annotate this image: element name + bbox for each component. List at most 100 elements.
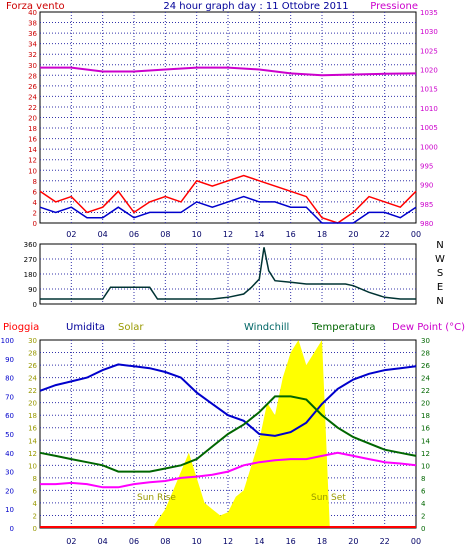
- pressure-axis-label: Pressione: [370, 1, 418, 12]
- wind-y-tick: 16: [28, 136, 37, 144]
- temperature-y-tick: 2: [421, 512, 425, 520]
- wind-direction-line: [40, 247, 416, 300]
- solar-y-tick: 8: [33, 475, 37, 483]
- wind-y-tick: 26: [28, 83, 37, 91]
- pressure-y-tick: 985: [420, 201, 433, 209]
- wind-x-tick: 18: [317, 230, 327, 239]
- wind-y-tick: 0: [33, 220, 37, 228]
- wind-y-tick: 4: [33, 199, 38, 207]
- wind-y-tick: 36: [28, 30, 37, 38]
- direction-y-tick: 270: [24, 256, 37, 264]
- compass-e: E: [437, 282, 443, 293]
- temperature-y-tick: 30: [421, 337, 430, 345]
- solar-y-tick: 4: [33, 500, 38, 508]
- compass-w: W: [435, 254, 445, 265]
- wind-x-tick: 12: [223, 230, 233, 239]
- temperature-y-tick: 16: [421, 425, 430, 433]
- legend-pioggia: Pioggia: [3, 322, 39, 333]
- solar-y-tick: 28: [28, 350, 37, 358]
- temperature-y-tick: 26: [421, 362, 430, 370]
- graph-title: 24 hour graph day : 11 Ottobre 2011: [163, 1, 348, 12]
- humidity-x-tick: 22: [380, 537, 390, 546]
- solar-y-tick: 6: [33, 487, 38, 495]
- solar-y-tick: 2: [33, 512, 37, 520]
- humidity-x-tick: 00: [411, 537, 421, 546]
- wind-y-tick: 22: [28, 104, 37, 112]
- dew-point-line: [40, 451, 417, 489]
- humidity-y-tick: 80: [5, 375, 14, 383]
- solar-y-tick: 18: [28, 412, 37, 420]
- pressure-y-tick: 1035: [420, 9, 438, 17]
- pressure-y-tick: 1015: [420, 86, 438, 94]
- wind-x-tick: 14: [254, 230, 264, 239]
- temperature-y-tick: 22: [421, 387, 430, 395]
- solar-y-tick: 24: [28, 375, 37, 383]
- humidity-y-tick: 50: [5, 431, 14, 439]
- humidity-line: [39, 363, 417, 437]
- humidity-x-tick: 20: [348, 537, 358, 546]
- temperature-y-tick: 28: [421, 350, 430, 358]
- humidity-y-tick: 90: [5, 356, 14, 364]
- humidity-x-tick: 08: [160, 537, 170, 546]
- legend-umidita: Umidita: [66, 322, 105, 333]
- humidity-x-tick: 02: [66, 537, 76, 546]
- temperature-y-tick: 20: [421, 400, 430, 408]
- wind-y-tick: 8: [33, 178, 37, 186]
- humidity-x-tick: 16: [286, 537, 296, 546]
- temperature-y-tick: 14: [421, 437, 430, 445]
- wind-x-tick: 22: [380, 230, 390, 239]
- temperature-y-tick: 12: [421, 450, 430, 458]
- legend-dew-point: Dew Point (°C): [392, 322, 465, 333]
- wind-y-tick: 2: [33, 209, 37, 217]
- wind-y-tick: 6: [33, 188, 38, 196]
- wind-y-tick: 12: [28, 157, 37, 165]
- wind-x-tick: 06: [129, 230, 139, 239]
- temperature-y-tick: 18: [421, 412, 430, 420]
- wind-y-tick: 32: [28, 51, 37, 59]
- wind-x-tick: 16: [286, 230, 296, 239]
- pressure-y-tick: 1005: [420, 124, 438, 132]
- pressure-y-tick: 1020: [420, 67, 438, 75]
- wind-y-tick: 40: [28, 9, 37, 17]
- sun-set-label: Sun Set: [311, 493, 346, 503]
- humidity-y-tick: 10: [5, 506, 14, 514]
- wind-y-tick: 18: [28, 125, 37, 133]
- pressure-y-tick: 1025: [420, 47, 438, 55]
- temperature-y-tick: 0: [421, 525, 425, 533]
- compass-s: S: [437, 268, 443, 279]
- humidity-y-tick: 60: [5, 412, 14, 420]
- pressure-y-tick: 980: [420, 220, 433, 228]
- wind-x-tick: 20: [348, 230, 358, 239]
- wind-axis-label: Forza vento: [6, 1, 65, 12]
- wind-x-tick: 02: [66, 230, 76, 239]
- temperature-y-tick: 4: [421, 500, 426, 508]
- solar-y-tick: 26: [28, 362, 37, 370]
- wind-y-tick: 20: [28, 115, 37, 123]
- wind-x-tick: 10: [192, 230, 202, 239]
- pressure-y-tick: 1010: [420, 105, 438, 113]
- legend-solar: Solar: [118, 322, 144, 333]
- humidity-x-tick: 14: [254, 537, 264, 546]
- solar-y-tick: 14: [28, 437, 37, 445]
- wind-y-tick: 28: [28, 72, 37, 80]
- solar-y-tick: 22: [28, 387, 37, 395]
- solar-y-tick: 0: [33, 525, 37, 533]
- wind-y-tick: 14: [28, 146, 37, 154]
- tick-labels: 0246810121416182022242628303234363840980…: [1, 9, 438, 546]
- humidity-y-tick: 20: [5, 487, 14, 495]
- humidity-x-tick: 12: [223, 537, 233, 546]
- humidity-y-tick: 70: [5, 393, 14, 401]
- solar-y-tick: 16: [28, 425, 37, 433]
- humidity-x-tick: 18: [317, 537, 327, 546]
- solar-y-tick: 30: [28, 337, 37, 345]
- wind-y-tick: 34: [28, 41, 37, 49]
- solar-area: [154, 340, 330, 528]
- humidity-x-tick: 06: [129, 537, 139, 546]
- direction-y-tick: 90: [28, 286, 37, 294]
- humidity-y-tick: 0: [10, 525, 14, 533]
- solar-y-tick: 20: [28, 400, 37, 408]
- wind-y-tick: 24: [28, 93, 37, 101]
- pressure-y-tick: 990: [420, 182, 433, 190]
